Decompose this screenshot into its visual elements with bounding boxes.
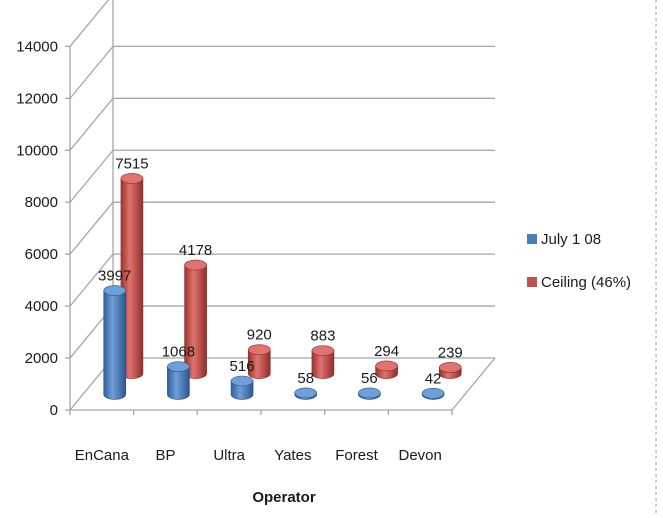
bar-top	[167, 361, 190, 372]
x-category-label: Devon	[398, 447, 441, 464]
y-tick-label: 10000	[16, 142, 58, 159]
bar-ceiling-ultra	[247, 344, 271, 379]
data-label: 920	[247, 327, 272, 344]
bar-ceiling-bp	[184, 259, 207, 379]
legend-swatch	[527, 234, 537, 244]
y-tick-label: 2000	[25, 350, 58, 367]
data-label: 516	[230, 358, 255, 375]
bar-july-encana	[103, 285, 127, 400]
bar-top	[247, 344, 271, 356]
y-tick-label: 0	[50, 402, 58, 419]
legend-swatch	[527, 277, 537, 287]
bar-july-devon	[421, 388, 445, 400]
bar-july-ultra	[230, 375, 254, 400]
data-label: 4178	[179, 242, 212, 259]
bar-ceiling-encana	[120, 173, 144, 379]
gridline-side	[69, 201, 114, 255]
bar-body	[184, 264, 207, 379]
bar-body	[167, 366, 190, 400]
bar-top	[421, 388, 445, 399]
bar-top	[103, 285, 127, 296]
data-label: 7515	[115, 155, 148, 172]
bar-top	[184, 259, 207, 271]
x-category-label: BP	[155, 447, 175, 464]
x-category-label: EnCana	[75, 447, 130, 464]
data-label: 3997	[98, 268, 131, 285]
data-label: 42	[425, 370, 442, 387]
x-category-label: Ultra	[213, 447, 245, 464]
legend: July 1 08 Ceiling (46%)	[527, 231, 631, 291]
bar-body	[103, 290, 127, 400]
legend-label: Ceiling (46%)	[541, 274, 631, 291]
y-tick-label: 8000	[25, 194, 58, 211]
bar-top	[375, 360, 398, 372]
x-axis-title: Operator	[252, 489, 316, 506]
bar-top	[358, 387, 381, 399]
floor-right-edge	[451, 357, 496, 411]
y-tick-label: 12000	[16, 90, 58, 107]
data-label: 294	[374, 343, 399, 360]
bar-body	[311, 350, 335, 379]
bar-july-yates	[294, 387, 318, 400]
bar-ceiling-devon	[438, 362, 462, 379]
data-label: 883	[310, 328, 335, 345]
y-tick-label: 6000	[25, 246, 58, 263]
bar-ceiling-forest	[375, 360, 398, 379]
bar-top	[230, 375, 254, 387]
bar-top	[438, 362, 462, 373]
x-category-label: Forest	[335, 447, 378, 464]
bar-july-bp	[167, 361, 190, 400]
data-label: 56	[361, 370, 378, 387]
bar-top	[311, 345, 335, 356]
gridline-side	[69, 253, 114, 307]
data-label: 1068	[162, 344, 195, 361]
legend-label: July 1 08	[541, 231, 601, 248]
gridline-side	[69, 149, 114, 203]
bar-ceiling-yates	[311, 345, 335, 379]
gridline-side	[69, 0, 110, 47]
y-tick-label: 14000	[16, 38, 58, 55]
data-label: 58	[297, 370, 314, 387]
gridline-side	[69, 97, 114, 151]
gridline-side	[69, 45, 114, 99]
bar-top	[120, 173, 144, 184]
bar-top	[294, 387, 318, 399]
bar-body	[247, 349, 271, 379]
bar-july-forest	[358, 387, 381, 400]
y-tick-label: 4000	[25, 298, 58, 315]
x-category-label: Yates	[274, 447, 311, 464]
data-label: 239	[438, 344, 463, 361]
